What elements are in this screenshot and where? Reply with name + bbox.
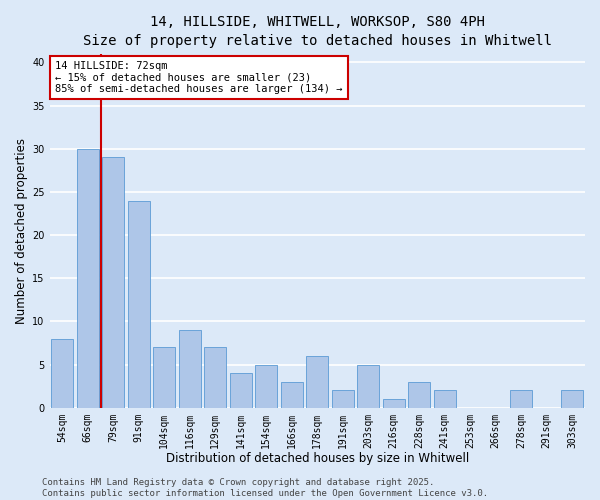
Bar [562,390,583,407]
Y-axis label: Number of detached properties: Number of detached properties [15,138,28,324]
Bar [358,364,379,408]
Bar [77,149,98,407]
Bar [154,348,175,408]
Text: Contains HM Land Registry data © Crown copyright and database right 2025.
Contai: Contains HM Land Registry data © Crown c… [42,478,488,498]
Bar [383,399,404,407]
Text: 14 HILLSIDE: 72sqm
← 15% of detached houses are smaller (23)
85% of semi-detache: 14 HILLSIDE: 72sqm ← 15% of detached hou… [55,61,343,94]
Bar [128,200,149,408]
Bar [332,390,353,407]
Bar [179,330,200,407]
Bar [434,390,455,407]
Bar [511,390,532,407]
Title: 14, HILLSIDE, WHITWELL, WORKSOP, S80 4PH
Size of property relative to detached h: 14, HILLSIDE, WHITWELL, WORKSOP, S80 4PH… [83,15,552,48]
Bar [103,158,124,408]
Bar [256,364,277,408]
Bar [205,348,226,408]
X-axis label: Distribution of detached houses by size in Whitwell: Distribution of detached houses by size … [166,452,469,465]
Bar [52,338,73,407]
Bar [230,373,251,408]
Bar [307,356,328,408]
Bar [409,382,430,407]
Bar [281,382,302,407]
